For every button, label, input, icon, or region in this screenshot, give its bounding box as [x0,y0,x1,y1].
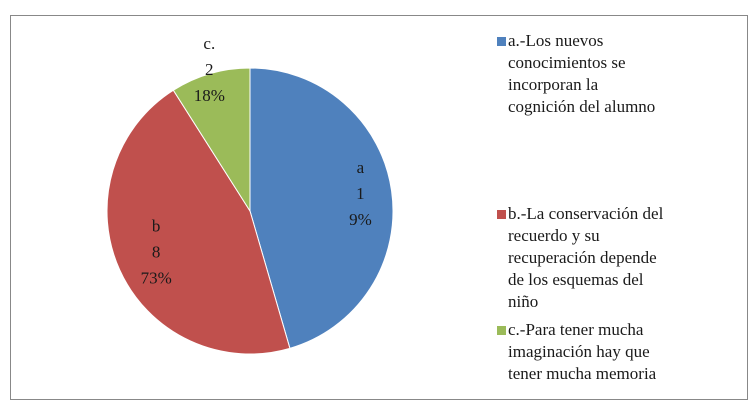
legend-label: tener mucha memoria [508,364,657,383]
legend-swatch [497,210,506,219]
data-label: 2 [205,60,214,79]
data-label: 9% [349,210,372,229]
legend-swatch [497,326,506,335]
data-label: 18% [194,86,225,105]
legend-label: recuerdo y su [508,226,600,245]
data-label: a [357,158,365,177]
pie-slice [249,67,394,349]
legend-label: incorporan la [508,75,599,94]
legend-label: de los esquemas del [508,270,644,289]
data-label: 8 [152,242,161,261]
legend-label: niño [508,292,538,311]
legend-label: a.-Los nuevos [508,31,603,50]
legend-label: imaginación hay que [508,342,650,361]
legend-label: cognición del alumno [508,97,655,116]
legend-label: b.-La conservación del [508,204,664,223]
legend-label: c.-Para tener mucha [508,320,644,339]
legend-label: conocimientos se [508,53,626,72]
data-label: b [152,216,161,235]
data-label: 73% [141,268,172,287]
pie-slice [172,67,251,213]
data-label: 1 [356,184,365,203]
data-label: c. [203,34,215,53]
legend-swatch [497,37,506,46]
legend-label: recuperación depende [508,248,657,267]
pie-slice [106,89,291,355]
